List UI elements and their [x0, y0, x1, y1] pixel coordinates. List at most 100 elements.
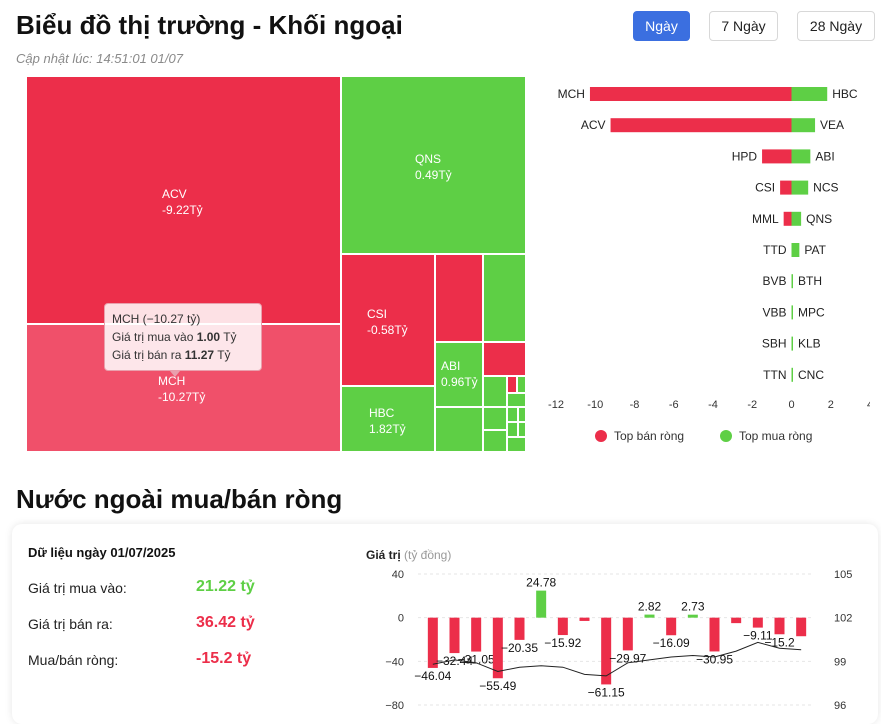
- treemap-tooltip: MCH (−10.27 tỷ) Giá trị mua vào 1.00 Tỷ …: [104, 303, 262, 371]
- tooltip-caret: [170, 371, 180, 377]
- sell-label: BVB: [762, 274, 786, 288]
- net-value: -15.2 tỷ: [196, 650, 252, 667]
- treemap-tile-csi[interactable]: [341, 254, 435, 386]
- treemap-label-qns: QNS 0.49Tỷ: [415, 152, 452, 182]
- buy-bar-abi: [791, 149, 811, 164]
- tab-7-days[interactable]: 7 Ngày: [709, 11, 778, 41]
- sell-label: VBB: [762, 305, 786, 319]
- legend-marker-buy: [720, 430, 732, 442]
- last-updated: Cập nhật lúc: 14:51:01 01/07: [16, 51, 183, 66]
- buy-bar-cnc: [791, 367, 793, 382]
- treemap-tile-hbc[interactable]: [341, 386, 435, 452]
- treemap-tile-small[interactable]: [507, 393, 526, 407]
- net-bar: [601, 617, 612, 685]
- buy-label: HBC: [832, 87, 858, 101]
- x-tick-label: 2: [828, 399, 834, 411]
- buy-label: KLB: [798, 337, 821, 351]
- market-treemap: ACV -9.22Tỷ MCH -10.27Tỷ QNS 0.49Tỷ CSI -0.5…: [26, 76, 526, 452]
- sell-bar-mml: [783, 211, 792, 226]
- sell-label: CSI: [755, 181, 775, 195]
- net-bar-label: −31.05: [458, 653, 495, 667]
- buy-value: 21.22 tỷ: [196, 578, 255, 595]
- index-line: [432, 641, 802, 677]
- treemap-tile-acv[interactable]: [26, 76, 341, 324]
- treemap-label-csi: CSI -0.58Tỷ: [367, 307, 408, 337]
- y-tick-label-right: 105: [834, 569, 852, 581]
- treemap-tile-small[interactable]: [435, 407, 483, 452]
- net-bar-label: −15.2: [764, 635, 795, 649]
- treemap-tile-small[interactable]: [507, 422, 518, 437]
- sell-bar-csi: [780, 180, 792, 195]
- x-tick-label: -4: [708, 399, 718, 411]
- x-tick-label: -2: [747, 399, 757, 411]
- legend-label-sell: Top bán ròng: [614, 429, 684, 443]
- net-bar: [731, 617, 742, 624]
- net-bar-label: −16.09: [653, 636, 690, 650]
- x-tick-label: 4: [867, 399, 870, 411]
- net-bar: [666, 617, 677, 636]
- treemap-tile-abi[interactable]: [435, 342, 483, 407]
- buy-label: ABI: [815, 149, 834, 163]
- net-value-label: Mua/bán ròng:: [28, 652, 119, 668]
- treemap-tile-small[interactable]: [507, 437, 526, 452]
- sell-label: SBH: [762, 337, 787, 351]
- treemap-tile-small[interactable]: [518, 422, 526, 437]
- tab-28-days[interactable]: 28 Ngày: [797, 11, 875, 41]
- treemap-tile-small[interactable]: [435, 254, 483, 342]
- net-bar-label: −46.04: [414, 669, 451, 683]
- treemap-tile-small[interactable]: [483, 376, 507, 407]
- treemap-tile-qns[interactable]: [341, 76, 526, 254]
- treemap-tile-small[interactable]: [483, 430, 507, 452]
- sell-bar-hpd: [762, 149, 792, 164]
- buy-label: PAT: [804, 243, 826, 257]
- treemap-tile-small[interactable]: [483, 407, 507, 430]
- treemap-tile-small[interactable]: [507, 407, 518, 422]
- y-tick-label-right: 96: [834, 700, 846, 712]
- treemap-tile-small[interactable]: [518, 407, 526, 422]
- buy-value-label: Giá trị mua vào:: [28, 580, 127, 596]
- x-tick-label: -12: [548, 399, 564, 411]
- sell-value-label: Giá trị bán ra:: [28, 616, 113, 632]
- buy-label: MPC: [798, 305, 825, 319]
- sell-label: TTN: [763, 368, 786, 382]
- treemap-tile-small[interactable]: [483, 254, 526, 342]
- y-tick-label-right: 99: [834, 656, 846, 668]
- x-tick-label: -6: [669, 399, 679, 411]
- y-axis-unit: (tỷ đồng): [404, 548, 451, 562]
- treemap-label-acv: ACV -9.22Tỷ: [162, 187, 203, 217]
- net-bar-label: 24.78: [526, 576, 556, 590]
- sell-label: TTD: [763, 243, 787, 257]
- tab-day[interactable]: Ngày: [633, 11, 690, 41]
- net-bar: [687, 614, 698, 618]
- y-axis-label: Giá trị: [366, 548, 401, 562]
- x-tick-label: -8: [630, 399, 640, 411]
- treemap-label-hbc: HBC 1.82Tỷ: [369, 406, 406, 436]
- legend-marker-sell: [595, 430, 607, 442]
- treemap-tile-small[interactable]: [483, 342, 526, 376]
- sell-label: MCH: [558, 87, 585, 101]
- tooltip-sell-row: Giá trị bán ra 11.27 Tỷ: [112, 348, 231, 362]
- buy-bar-pat: [791, 243, 800, 257]
- sell-bar-acv: [610, 118, 792, 133]
- treemap-tile-small[interactable]: [517, 376, 526, 393]
- buy-label: VEA: [820, 118, 844, 132]
- sell-label: HPD: [732, 149, 758, 163]
- y-tick-label-left: −80: [385, 700, 404, 712]
- net-bar: [622, 617, 633, 651]
- buy-label: QNS: [806, 212, 832, 226]
- net-bar-label: −20.35: [501, 641, 538, 655]
- treemap-tile-small[interactable]: [507, 376, 517, 393]
- data-date-label: Dữ liệu ngày 01/07/2025: [28, 545, 176, 560]
- treemap-label-mch: MCH -10.27Tỷ: [158, 374, 206, 404]
- top-net-bar-chart: MCH HBC ACV VEA HPD ABI CSI NCS MML QNS TTD PAT BVB B…: [548, 87, 870, 443]
- buy-label: BTH: [798, 274, 822, 288]
- buy-bar-klb: [791, 336, 793, 351]
- net-card: [12, 524, 878, 724]
- sell-label: MML: [752, 212, 779, 226]
- buy-bar-hbc: [791, 87, 828, 101]
- net-bar-label: 2.82: [638, 600, 662, 614]
- buy-bar-mpc: [791, 305, 793, 320]
- sell-value: 36.42 tỷ: [196, 614, 255, 631]
- net-value-bar-chart: Giá trị (tỷ đồng)40 105 0 102 −40 99 −80 96 −46.0…: [366, 548, 852, 712]
- y-tick-label-left: −40: [385, 656, 404, 668]
